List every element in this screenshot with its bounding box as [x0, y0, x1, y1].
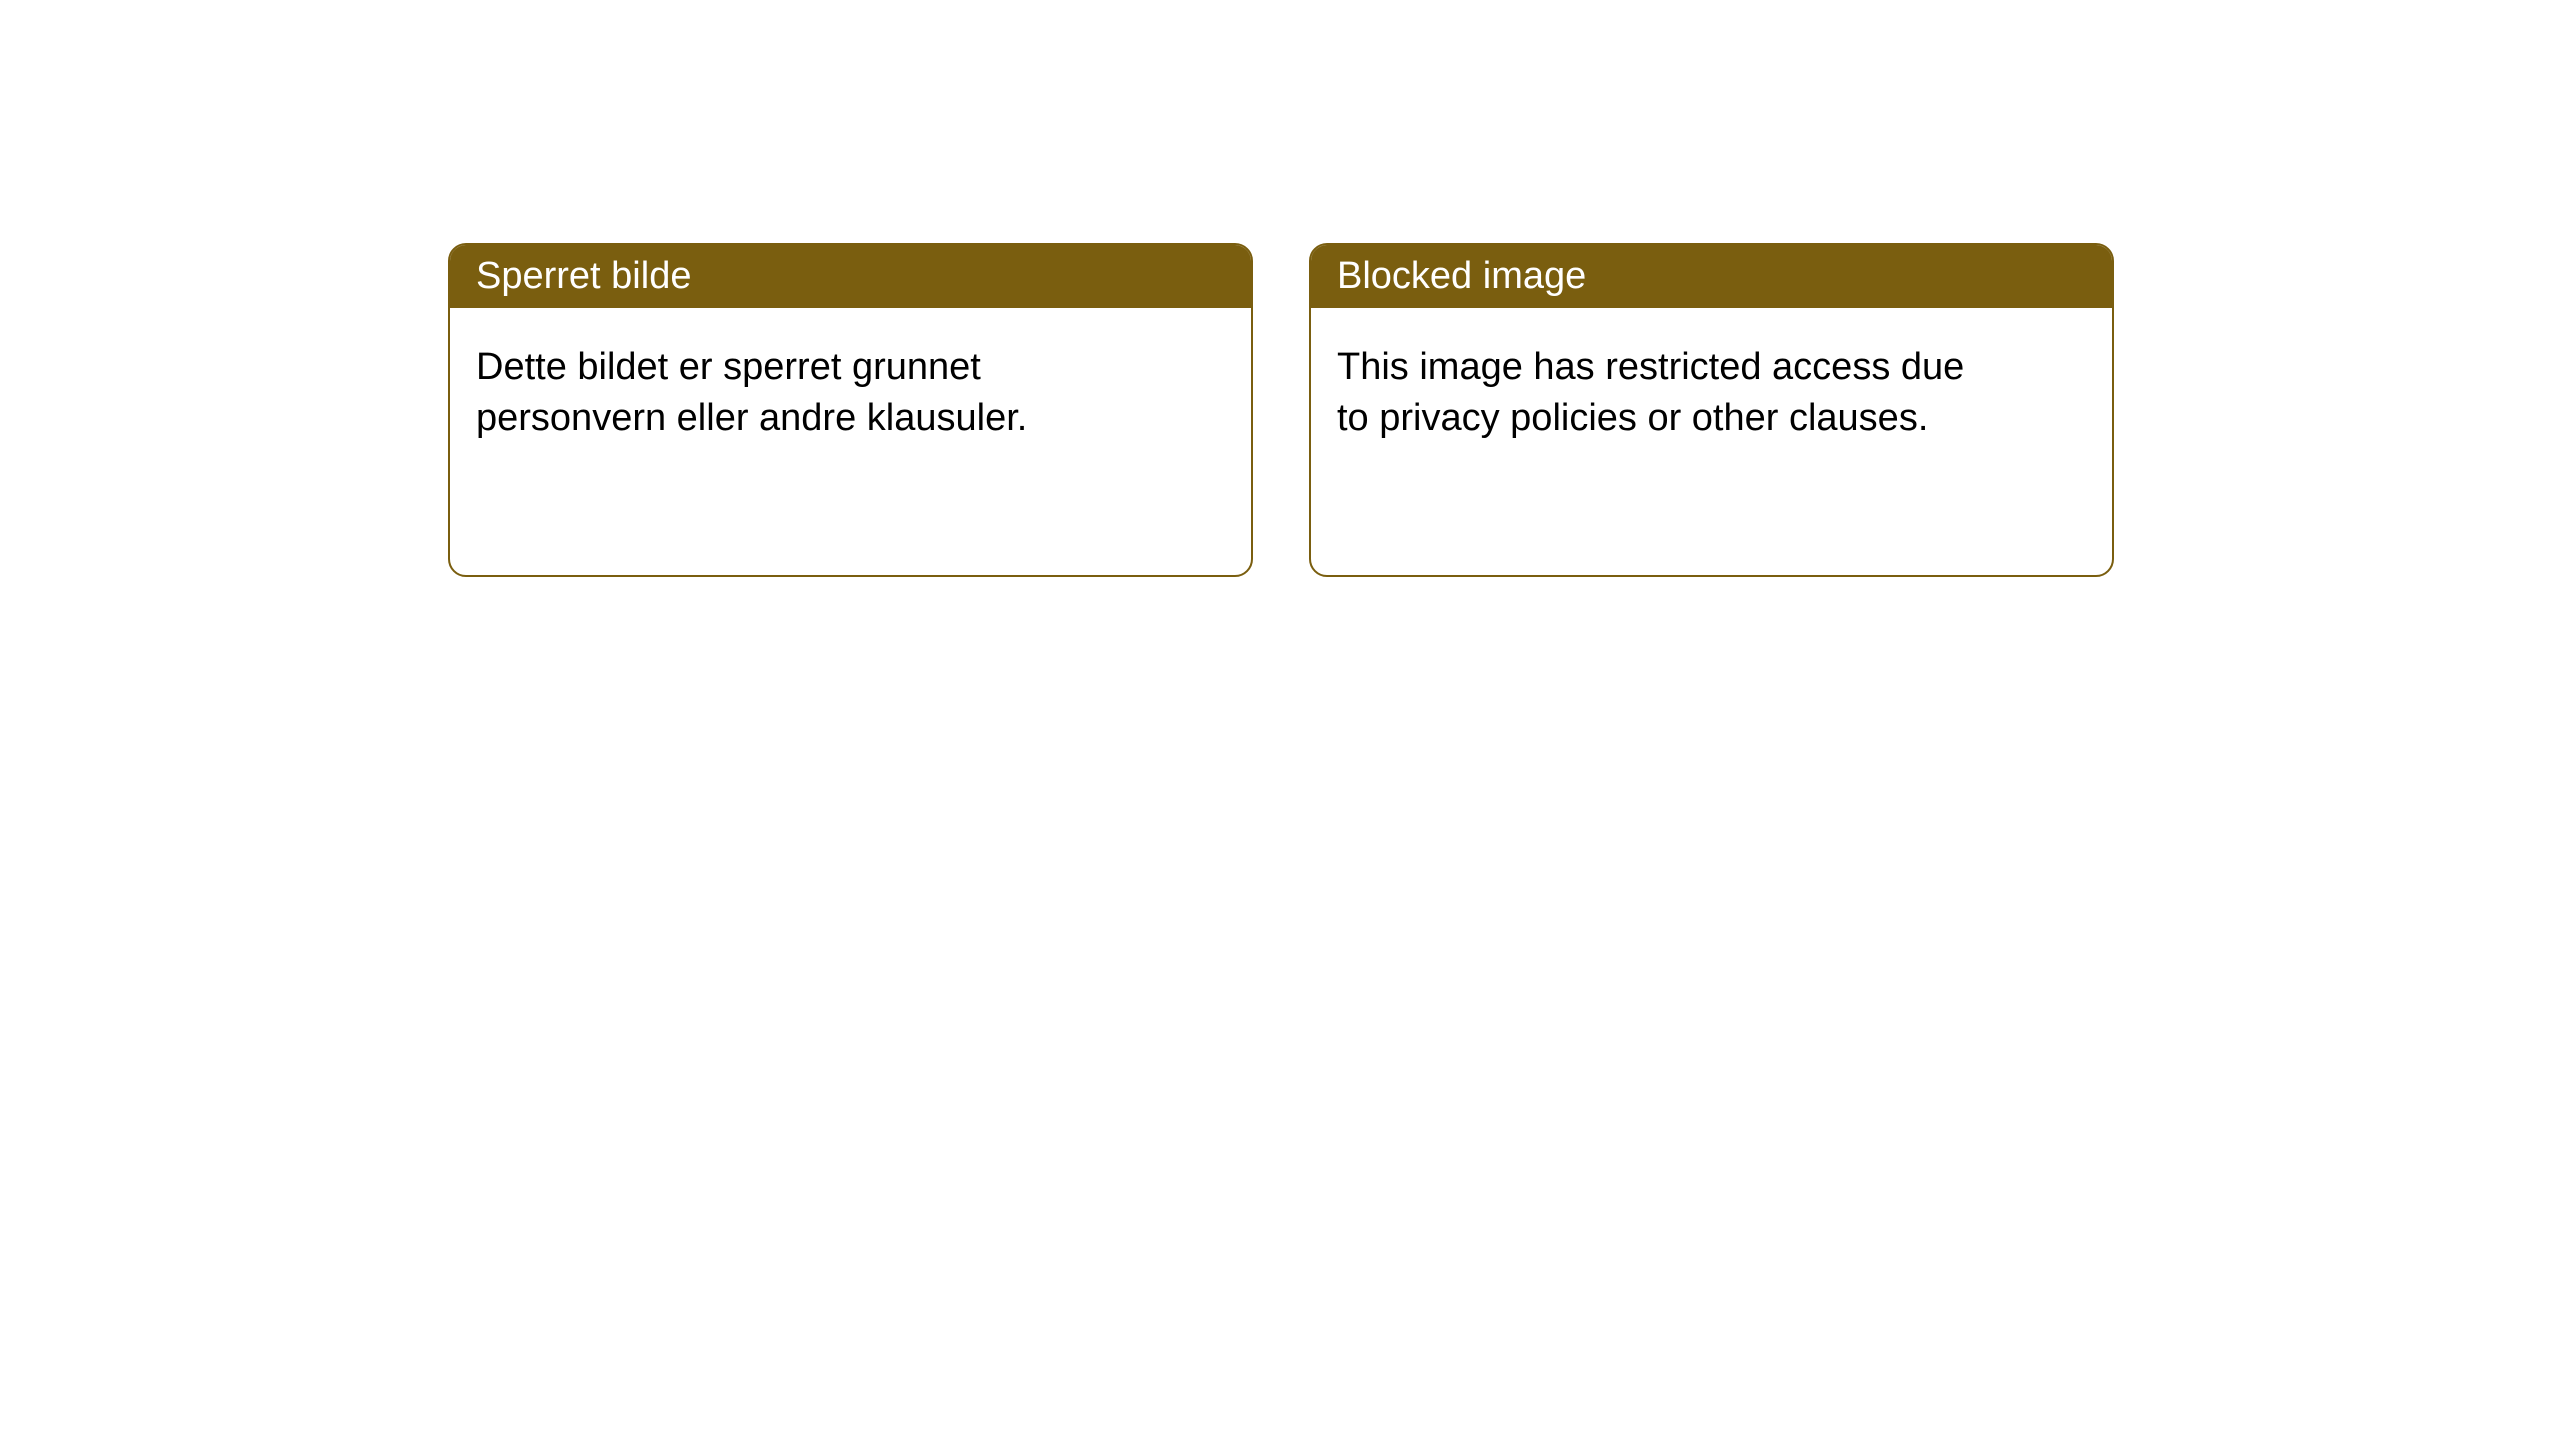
- notice-body-en: This image has restricted access due to …: [1311, 308, 1991, 479]
- notice-body-no: Dette bildet er sperret grunnet personve…: [450, 308, 1130, 479]
- notice-card-en: Blocked image This image has restricted …: [1309, 243, 2114, 577]
- notice-header-en: Blocked image: [1311, 245, 2112, 308]
- notice-card-no: Sperret bilde Dette bildet er sperret gr…: [448, 243, 1253, 577]
- notice-header-no: Sperret bilde: [450, 245, 1251, 308]
- notice-container: Sperret bilde Dette bildet er sperret gr…: [0, 0, 2560, 577]
